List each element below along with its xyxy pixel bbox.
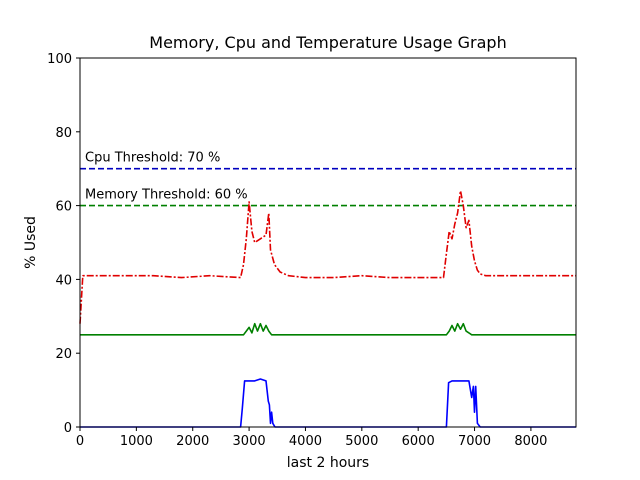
x-tick-label: 5000: [345, 434, 378, 449]
x-tick-label: 8000: [514, 434, 547, 449]
x-axis: 0 1000 2000 3000 4000 5000 6000 7000 8000: [76, 427, 547, 449]
y-tick-label: 20: [55, 347, 72, 362]
series-line-0: [79, 190, 576, 324]
y-tick-label: 60: [55, 200, 72, 215]
y-tick-label: 40: [55, 273, 72, 288]
threshold-lines: Cpu Threshold: 70 % Memory Threshold: 60 …: [80, 151, 576, 207]
x-tick-label: 7000: [458, 434, 491, 449]
y-tick-label: 0: [64, 421, 72, 436]
y-axis-label: % Used: [23, 216, 39, 269]
x-tick-label: 6000: [402, 434, 435, 449]
plot-frame: [79, 57, 577, 428]
y-tick-label: 100: [47, 52, 72, 67]
x-tick-label: 0: [76, 434, 84, 449]
x-tick-label: 4000: [289, 434, 322, 449]
x-axis-label: last 2 hours: [287, 455, 369, 471]
threshold-label-0: Cpu Threshold: 70 %: [85, 151, 220, 166]
y-axis: 0 20 40 60 80 100: [47, 52, 80, 436]
x-tick-label: 2000: [176, 434, 209, 449]
series-line-1: [80, 322, 576, 336]
x-tick-label: 3000: [233, 434, 266, 449]
x-tick-label: 1000: [120, 434, 153, 449]
threshold-label-1: Memory Threshold: 60 %: [85, 188, 248, 203]
chart-title: Memory, Cpu and Temperature Usage Graph: [149, 33, 506, 52]
y-tick-label: 80: [55, 126, 72, 141]
